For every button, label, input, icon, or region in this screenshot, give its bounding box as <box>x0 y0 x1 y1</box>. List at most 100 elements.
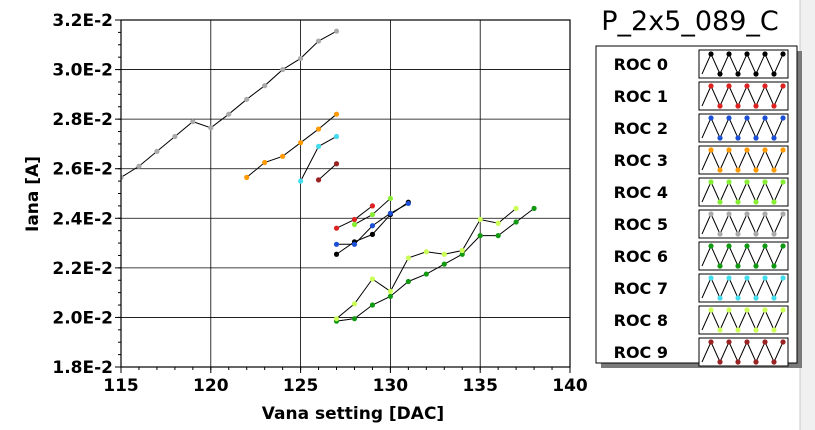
data-point <box>298 178 304 184</box>
legend-swatch-point <box>744 179 750 185</box>
legend-entry-roc-5: ROC 5 <box>614 209 789 239</box>
series-roc-4 <box>351 195 393 228</box>
legend-swatch-point <box>771 327 777 333</box>
data-point <box>495 220 501 226</box>
legend-swatch-point <box>762 147 768 153</box>
series-line <box>121 30 337 178</box>
legend-swatch-point <box>753 199 759 205</box>
y-tick-label: 1.8E-2 <box>52 358 113 378</box>
legend-swatch-point <box>753 327 759 333</box>
legend-swatch-point <box>708 51 714 57</box>
legend-swatch-point <box>780 51 786 57</box>
legend-swatch-point <box>717 135 723 141</box>
legend-entry-roc-2: ROC 2 <box>614 113 789 143</box>
legend-swatch-point <box>708 83 714 89</box>
chart-title: P_2x5_089_C <box>601 6 779 37</box>
legend-swatch-line <box>701 276 784 300</box>
legend-swatch-line <box>701 308 784 332</box>
data-point <box>369 231 376 237</box>
legend-swatch-point <box>735 71 741 77</box>
legend-swatch-point <box>735 135 741 141</box>
data-point <box>280 153 286 159</box>
legend-swatch-point <box>735 231 741 237</box>
legend-swatch-point <box>771 295 777 301</box>
series-roc-7 <box>298 133 340 184</box>
legend-swatch-line <box>701 340 784 364</box>
data-point <box>531 205 537 211</box>
legend-swatch-point <box>744 243 750 249</box>
legend-swatch-point <box>744 51 750 57</box>
data-point <box>369 203 376 209</box>
legend-swatch-box <box>698 241 789 271</box>
legend-swatch-point <box>708 179 714 185</box>
legend-label: ROC 3 <box>614 151 668 170</box>
data-point <box>208 125 214 131</box>
legend-swatch-point <box>708 307 714 313</box>
legend-swatch-point <box>780 211 786 217</box>
legend-entry-roc-7: ROC 7 <box>614 273 789 303</box>
y-axis-title: Iana [A] <box>23 156 43 232</box>
legend-label: ROC 5 <box>614 215 668 234</box>
data-point <box>477 233 483 239</box>
series-line <box>336 207 517 320</box>
data-point <box>441 251 447 257</box>
data-point <box>351 221 358 228</box>
data-point <box>333 161 340 167</box>
data-point <box>190 119 196 125</box>
legend-label: ROC 8 <box>614 311 668 330</box>
data-point <box>441 261 447 267</box>
y-tick-label: 2.2E-2 <box>52 259 113 279</box>
x-axis-title: Vana setting [DAC] <box>262 404 444 424</box>
legend-swatch-point <box>726 211 732 217</box>
legend-swatch-point <box>735 263 741 269</box>
legend-swatch-point <box>726 83 732 89</box>
legend-swatch-point <box>744 147 750 153</box>
data-point <box>423 271 429 277</box>
data-point <box>333 241 340 247</box>
plot-series <box>121 28 537 324</box>
legend-swatch-point <box>771 167 777 173</box>
data-point <box>387 288 393 295</box>
legend-swatch-point <box>726 307 732 313</box>
legend-swatch-point <box>744 211 750 217</box>
data-point <box>333 251 340 257</box>
legend-entry-roc-0: ROC 0 <box>614 49 789 79</box>
legend-label: ROC 1 <box>614 87 668 106</box>
legend-swatch-point <box>762 83 768 89</box>
legend-label: ROC 2 <box>614 119 668 138</box>
legend-swatch-point <box>780 243 786 249</box>
data-point <box>387 293 393 299</box>
legend-swatch-point <box>726 275 732 281</box>
legend-swatch-point <box>753 359 759 365</box>
legend-swatch-point <box>735 295 741 301</box>
data-point <box>405 200 411 207</box>
data-point <box>121 174 124 180</box>
legend-swatch-point <box>753 263 759 269</box>
legend-swatch-point <box>762 339 768 345</box>
data-point <box>333 316 340 322</box>
series-roc-8 <box>333 205 519 322</box>
legend-swatch-point <box>762 307 768 313</box>
legend-swatch-point <box>717 231 723 237</box>
legend-swatch-point <box>735 199 741 205</box>
data-point <box>423 249 429 255</box>
x-tick-label: 130 <box>373 376 409 396</box>
y-tick-label: 2.6E-2 <box>52 160 113 180</box>
legend-swatch-point <box>771 103 777 109</box>
data-point <box>154 148 160 154</box>
legend-swatch-point <box>780 147 786 153</box>
data-point <box>333 225 340 231</box>
data-point <box>333 28 340 34</box>
legend-swatch-point <box>762 275 768 281</box>
data-point <box>244 96 250 102</box>
legend-label: ROC 6 <box>614 247 668 266</box>
legend-swatch-point <box>726 147 732 153</box>
data-point <box>315 38 322 44</box>
data-point <box>495 233 501 239</box>
legend-swatch-point <box>708 147 714 153</box>
y-tick-label: 2.0E-2 <box>52 308 113 328</box>
legend-swatch-point <box>735 327 741 333</box>
data-point <box>315 177 322 183</box>
